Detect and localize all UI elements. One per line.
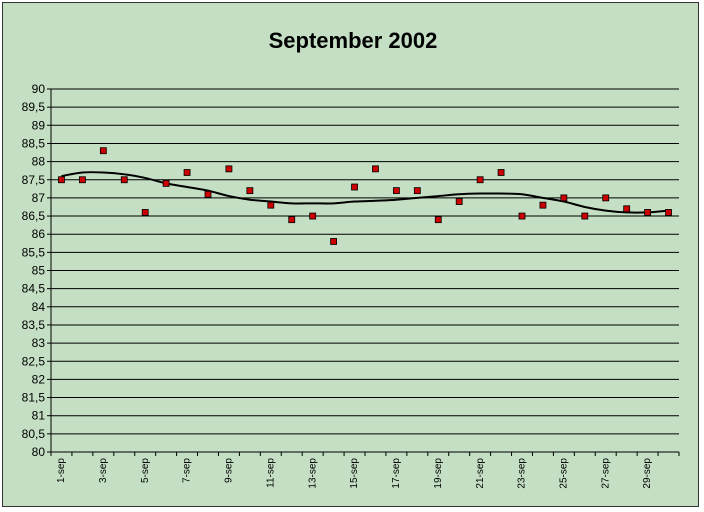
y-tick-label: 87,5 [22, 173, 46, 187]
y-tick-label: 84 [32, 300, 46, 314]
y-tick-label: 89 [32, 118, 46, 132]
y-tick-label: 80,5 [22, 427, 46, 441]
y-tick-label: 84,5 [22, 282, 46, 296]
data-point [120, 176, 128, 184]
data-point [413, 187, 421, 195]
x-tick-label: 5-sep [140, 458, 151, 483]
y-tick-label: 81 [32, 409, 46, 423]
y-axis-ticks: 80 80,5 81 81,5 82 82,5 83 83,5 84 84,5 85 85,5 86 86… [22, 82, 51, 459]
y-tick-label: 88,5 [22, 136, 46, 150]
y-tick-label: 89,5 [22, 100, 46, 114]
x-tick-label: 21-sep [475, 458, 486, 489]
x-tick-label: 15-sep [349, 458, 360, 489]
data-point [455, 198, 463, 205]
data-point [330, 238, 338, 245]
y-tick-label: 86,5 [22, 209, 46, 223]
data-point [518, 212, 526, 220]
data-point [204, 190, 212, 198]
data-point [288, 216, 296, 224]
data-point [644, 209, 651, 216]
y-tick-label: 85 [32, 264, 46, 278]
y-tick-label: 90 [32, 82, 46, 96]
y-tick-label: 85,5 [22, 245, 46, 259]
data-point [351, 183, 358, 191]
y-tick-label: 80 [32, 445, 46, 459]
data-point [392, 187, 400, 195]
data-point [162, 179, 170, 187]
x-tick-label: 29-sep [642, 458, 653, 489]
data-point [581, 212, 589, 220]
data-point [246, 187, 254, 195]
x-axis-ticks: 1-sep 3-sep 5-sep 7-sep 9-sep 11-sep 13-sep 15-… [50, 452, 680, 489]
data-point [225, 165, 233, 173]
x-tick-label: 11-sep [265, 458, 276, 488]
x-tick-label: 13-sep [307, 458, 318, 489]
data-point [183, 169, 191, 176]
x-tick-label: 17-sep [391, 458, 402, 489]
y-tick-label: 82,5 [22, 354, 46, 368]
data-points [58, 147, 672, 245]
grid-lines [50, 88, 679, 453]
data-point [623, 205, 631, 213]
data-point [79, 176, 86, 184]
x-tick-label: 9-sep [224, 458, 235, 483]
x-tick-label: 1-sep [56, 458, 67, 483]
x-tick-label: 19-sep [433, 458, 444, 489]
data-point [539, 201, 547, 209]
data-point [560, 194, 568, 202]
data-point [267, 201, 275, 209]
data-point [434, 216, 442, 224]
y-tick-label: 83 [32, 336, 46, 350]
y-tick-label: 86 [32, 227, 46, 241]
data-point [141, 209, 149, 216]
x-tick-label: 27-sep [600, 458, 611, 489]
x-tick-label: 23-sep [517, 458, 528, 489]
x-tick-label: 3-sep [98, 458, 109, 483]
data-point [497, 169, 505, 176]
data-point [665, 209, 672, 216]
y-tick-label: 83,5 [22, 318, 46, 332]
data-point [476, 176, 484, 184]
chart-area: September 2002 80 80,5 81 81,5 82 82,5 83 83,5 8… [2, 2, 699, 507]
data-point [372, 165, 379, 173]
y-tick-label: 87 [32, 191, 46, 205]
y-tick-label: 81,5 [22, 391, 46, 405]
chart-title: September 2002 [269, 28, 438, 53]
y-tick-label: 82 [32, 372, 46, 386]
data-point [58, 176, 65, 184]
data-point [309, 212, 317, 220]
x-tick-label: 25-sep [559, 458, 570, 489]
trendline [61, 171, 669, 214]
y-tick-label: 88 [32, 155, 46, 169]
data-point [99, 147, 107, 155]
x-tick-label: 7-sep [182, 458, 193, 483]
data-point [602, 194, 610, 202]
chart-svg: September 2002 8080,58181,58282,58383,58… [22, 28, 680, 489]
